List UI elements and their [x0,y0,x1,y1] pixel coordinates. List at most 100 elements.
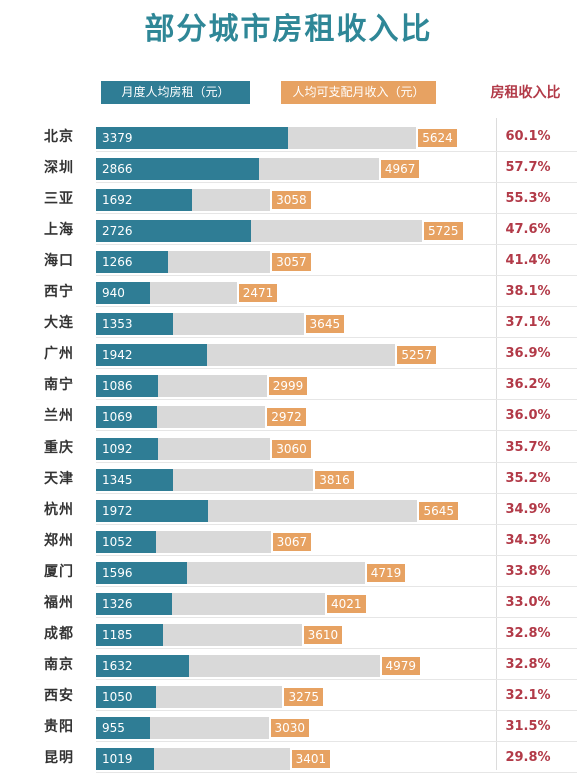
ratio-value: 47.6% [505,222,551,238]
rent-value-label: 1942 [102,348,133,363]
ratio-value: 35.2% [505,470,551,486]
ratio-value: 35.7% [505,439,551,455]
city-label: 北京 [44,129,74,145]
chart-title: 部分城市房租收入比 [144,12,433,47]
rent-bar [96,437,159,460]
table-row: 厦门 1596 4719 33.8% [0,556,577,587]
table-row: 深圳 2866 4967 57.7% [0,152,577,184]
rent-bar [96,748,155,770]
income-value-label: 3401 [291,750,331,768]
rent-bar [96,530,156,553]
rent-value-label: 1266 [102,255,133,270]
table-row: 郑州 1052 3067 34.3% [0,525,577,556]
ratio-value: 34.3% [505,532,551,548]
income-value-label: 2972 [267,408,306,427]
income-value-label: 5645 [419,501,458,520]
ratio-value: 37.1% [505,315,551,331]
legend-rent: 月度人均房租（元） [101,81,250,104]
table-row: 南宁 1086 2999 36.2% [0,369,577,401]
table-row: 重庆 1092 3060 35.7% [0,432,577,463]
rent-bar [96,592,172,615]
city-label: 昆明 [44,750,74,766]
table-row: 广州 1942 5257 36.9% [0,338,577,370]
ratio-value: 33.8% [505,563,551,579]
rent-value-label: 1692 [102,193,133,208]
rent-bar [96,499,209,522]
rent-bar [96,654,189,677]
ratio-value: 36.0% [505,408,551,424]
city-label: 福州 [44,594,74,611]
rent-bar [96,313,174,336]
city-label: 西安 [44,687,74,704]
rent-value-label: 1353 [102,317,133,332]
legend-income: 人均可支配月收入（元） [281,81,436,104]
rent-value-label: 1972 [102,503,133,518]
table-row: 贵阳 955 3030 31.5% [0,711,577,742]
ratio-value: 60.1% [505,129,551,144]
city-label: 西宁 [44,284,74,301]
rent-bar [96,561,187,584]
city-label: 天津 [44,470,74,487]
rent-value-label: 2726 [102,224,133,239]
income-value-label: 3610 [303,625,343,644]
rent-bar [96,251,169,274]
rent-value-label: 1069 [102,410,133,425]
rent-value-label: 2866 [102,162,133,177]
income-value-label: 3275 [284,687,324,706]
rent-bar [96,220,252,243]
table-row: 西安 1050 3275 32.1% [0,680,577,711]
income-value-label: 4021 [326,594,366,613]
rent-value-label: 3379 [102,131,133,145]
rent-value-label: 1052 [102,534,133,549]
city-label: 南宁 [44,377,74,394]
ratio-value: 31.5% [505,718,551,734]
table-row: 杭州 1972 5645 34.9% [0,494,577,525]
table-row: 上海 2726 5725 47.6% [0,214,577,246]
city-label: 重庆 [44,439,74,456]
table-row: 福州 1326 4021 33.0% [0,587,577,618]
income-value-label: 5725 [424,222,463,241]
table-row: 北京 3379 5624 60.1% [0,121,577,152]
rent-value-label: 940 [102,286,125,301]
ratio-value: 33.0% [505,594,551,610]
rent-bar [96,158,260,181]
city-label: 成都 [44,625,74,642]
income-value-label: 2471 [238,284,278,303]
city-label: 贵阳 [44,718,74,735]
rent-bar [96,344,207,367]
city-label: 广州 [44,346,74,363]
rent-bar [96,375,158,398]
rent-bar [96,468,173,491]
table-row: 大连 1353 3645 37.1% [0,307,577,339]
rent-value-label: 1092 [102,441,133,456]
rent-bar [96,716,151,739]
ratio-value: 41.4% [505,253,551,269]
income-value-label: 3057 [272,253,311,272]
ratio-value: 55.3% [505,191,551,207]
table-row: 成都 1185 3610 32.8% [0,618,577,649]
city-label: 杭州 [44,501,74,518]
ratio-value: 32.8% [505,656,551,672]
rent-value-label: 1596 [102,565,133,580]
income-value-label: 5624 [418,129,457,147]
rent-value-label: 955 [102,720,125,735]
ratio-value: 57.7% [505,160,551,176]
income-value-label: 3058 [272,191,311,210]
income-value-label: 4719 [366,563,406,582]
income-value-label: 3645 [305,315,345,334]
ratio-value: 32.1% [505,687,551,703]
income-value-label: 3060 [272,439,311,458]
table-row: 海口 1266 3057 41.4% [0,245,577,277]
legend-ratio: 房租收入比 [490,85,561,101]
rent-value-label: 1086 [102,379,133,394]
income-value-label: 3067 [272,532,312,551]
city-label: 深圳 [44,160,74,177]
ratio-value: 38.1% [505,284,551,300]
income-value-label: 3030 [270,718,310,737]
table-row: 南京 1632 4979 32.8% [0,649,577,680]
city-label: 南京 [44,656,74,673]
rent-bar [96,282,150,305]
ratio-column-divider [496,118,497,770]
city-label: 三亚 [44,191,74,208]
ratio-value: 32.8% [505,625,551,641]
